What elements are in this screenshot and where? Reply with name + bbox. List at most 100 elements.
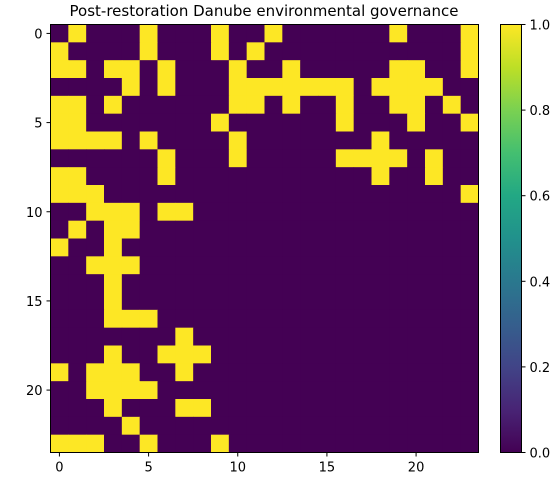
heatmap-cell [50,167,69,186]
y-tick-label: 15 [26,295,43,310]
heatmap-cell [68,78,87,97]
heatmap-cell [228,149,248,168]
heatmap-cell [86,416,105,436]
heatmap-cell [68,381,87,400]
heatmap-cell [50,327,69,346]
heatmap-cell [121,113,141,132]
heatmap-cell [157,149,176,168]
heatmap-cell [86,309,105,329]
heatmap-cell [175,416,194,436]
heatmap-cell [121,292,141,311]
heatmap-cell [175,292,194,311]
heatmap-cell [282,309,301,329]
heatmap-cell [264,202,283,222]
heatmap-cell [282,416,301,436]
heatmap-cell [335,95,355,115]
heatmap-cell [264,399,283,418]
heatmap-cell [407,42,426,61]
heatmap-cell [246,131,265,150]
heatmap-cell [460,113,479,132]
heatmap-cell [121,149,141,168]
heatmap-cell [121,399,141,418]
heatmap-cell [228,78,248,97]
heatmap-cell [139,131,158,150]
heatmap-cell [246,345,265,364]
heatmap-cell [407,113,426,132]
heatmap-cell [121,416,141,436]
heatmap-cell [282,95,301,115]
heatmap-cell [193,42,212,61]
heatmap-cell [211,60,230,79]
heatmap-cell [371,131,390,150]
heatmap-cell [353,292,372,311]
heatmap-cell [460,399,479,418]
heatmap-cell [86,24,105,43]
heatmap-cell [389,167,408,186]
heatmap-cell [193,292,212,311]
heatmap-cell [175,202,194,222]
heatmap-cell [228,256,248,275]
heatmap-cell [50,363,69,382]
heatmap-cell [246,256,265,275]
heatmap-cell [228,202,248,222]
heatmap-cell [157,238,176,257]
heatmap-cell [335,345,355,364]
heatmap-cell [425,95,444,115]
heatmap-cell [300,185,319,204]
heatmap-cell [389,327,408,346]
heatmap-cell [175,185,194,204]
heatmap-cell [282,60,301,79]
heatmap-cell [121,78,141,97]
heatmap-cell [104,95,123,115]
heatmap-cell [246,113,265,132]
heatmap-cell [228,327,248,346]
heatmap-cell [425,345,444,364]
heatmap-cell [175,220,194,239]
heatmap-cell [371,60,390,79]
heatmap-cell [389,78,408,97]
heatmap-cell [407,131,426,150]
heatmap-cell [68,24,87,43]
heatmap-cell [442,345,462,364]
heatmap-cell [371,416,390,436]
heatmap-cell [157,78,176,97]
heatmap-cell [389,24,408,43]
heatmap-cell [157,202,176,222]
heatmap-cell [442,131,462,150]
heatmap-cell [121,131,141,150]
heatmap-cell [335,220,355,239]
heatmap-cell [139,167,158,186]
heatmap-cell [193,274,212,293]
heatmap-cell [157,434,176,453]
heatmap-cell [68,95,87,115]
heatmap-cell [300,274,319,293]
heatmap-cell [50,60,69,79]
heatmap-cell [193,416,212,436]
heatmap-cell [335,274,355,293]
heatmap-cell [228,416,248,436]
heatmap-cell [68,434,87,453]
heatmap-cell [407,416,426,436]
heatmap-cell [371,327,390,346]
heatmap-cell [318,238,337,257]
heatmap-cell [335,399,355,418]
heatmap-cell [460,60,479,79]
heatmap-cell [389,131,408,150]
heatmap-cell [371,274,390,293]
heatmap-cell [425,309,444,329]
heatmap-cell [335,60,355,79]
heatmap-cell [157,24,176,43]
heatmap-cell [157,416,176,436]
heatmap-cell [425,363,444,382]
heatmap-cell [211,345,230,364]
heatmap-cell [389,363,408,382]
heatmap-cell [442,416,462,436]
heatmap-cell [104,381,123,400]
heatmap-cell [300,60,319,79]
heatmap-cell [264,185,283,204]
heatmap-cell [228,309,248,329]
heatmap-cell [282,42,301,61]
heatmap-cell [282,381,301,400]
heatmap-cell [50,220,69,239]
heatmap-cell [318,42,337,61]
